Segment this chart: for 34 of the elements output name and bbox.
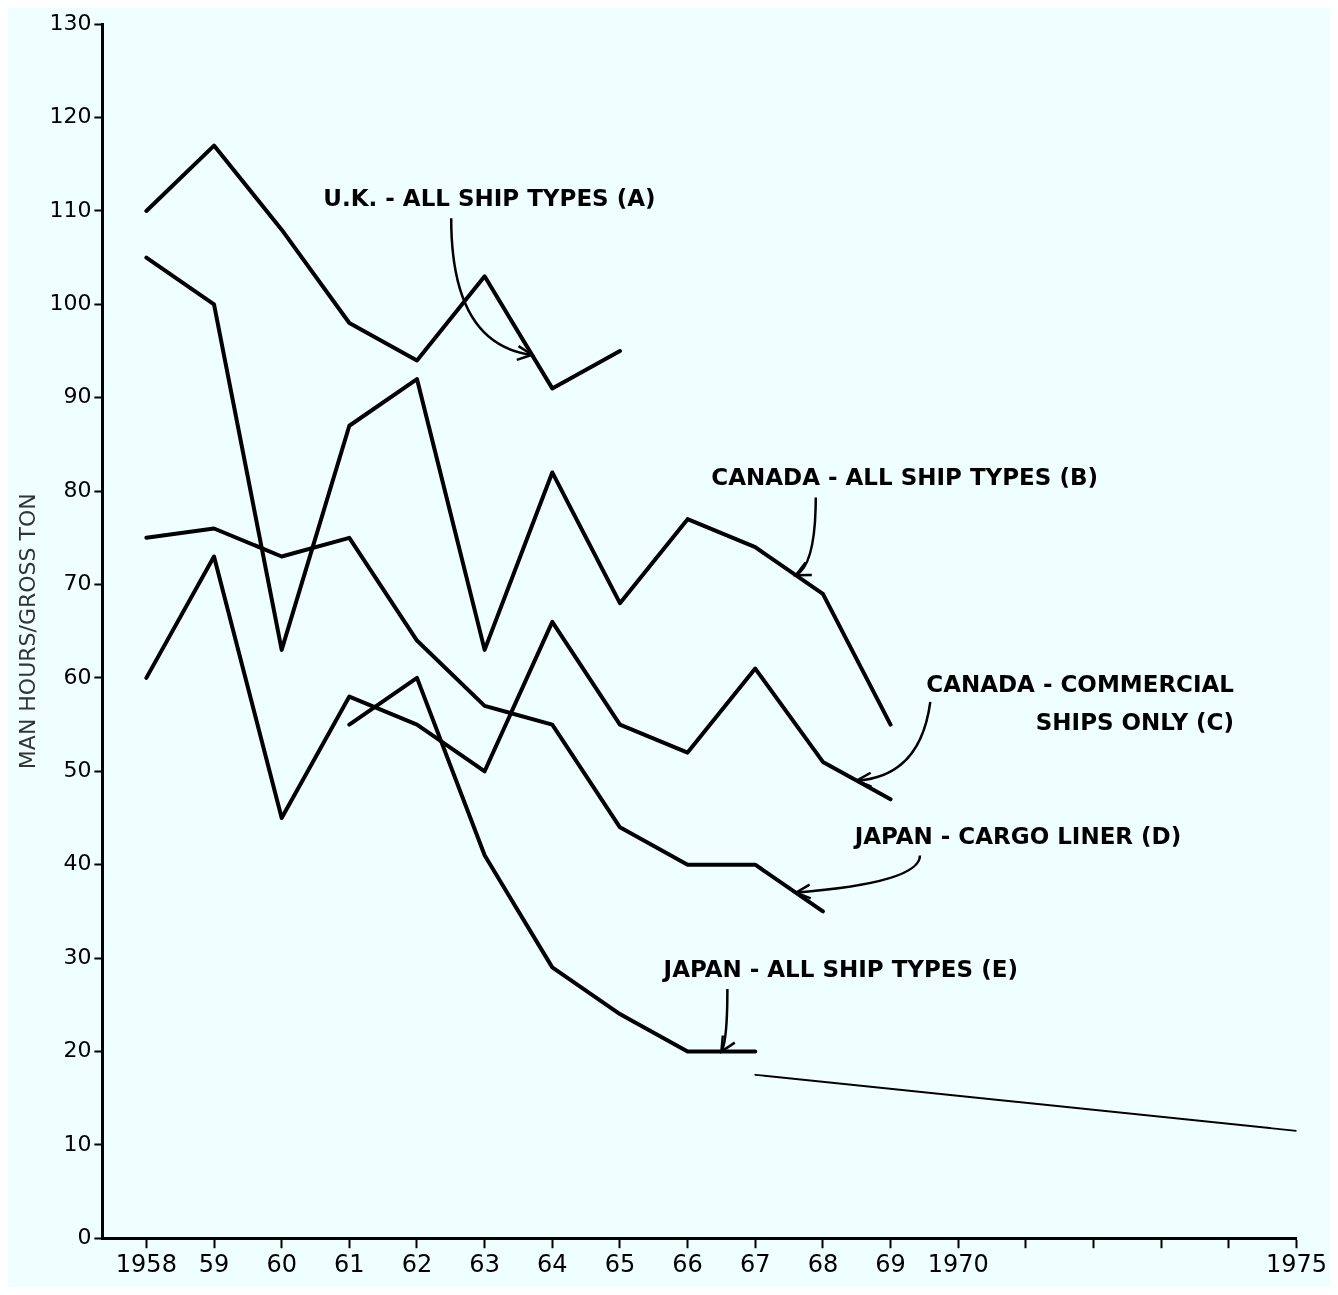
y-tick-label: 110 xyxy=(49,196,92,222)
y-tick-label: 120 xyxy=(49,103,92,129)
x-tick-label: 59 xyxy=(198,1249,230,1278)
series-label: U.K. - ALL SHIP TYPES (A) xyxy=(323,185,656,212)
x-tick-label: 68 xyxy=(807,1249,839,1278)
x-tick-label: 65 xyxy=(604,1249,636,1278)
x-tick-label: 1958 xyxy=(115,1249,177,1278)
y-tick-label: 50 xyxy=(63,757,92,782)
x-tick-label: 67 xyxy=(739,1249,771,1278)
y-tick-label: 30 xyxy=(63,943,92,969)
y-tick-label: 0 xyxy=(77,1223,92,1249)
y-tick-label: 10 xyxy=(63,1130,92,1156)
x-tick-label: 1975 xyxy=(1265,1249,1327,1278)
text: JAPAN - CARGO LINER (D) xyxy=(852,822,1182,849)
y-tick-label: 40 xyxy=(63,850,92,876)
x-tick-label: 62 xyxy=(401,1249,433,1278)
x-tick-label: 60 xyxy=(266,1249,297,1278)
series-label: CANADA - ALL SHIP TYPES (B) xyxy=(711,464,1098,491)
x-tick-label: 1970 xyxy=(927,1249,989,1278)
y-tick-label: 90 xyxy=(63,383,92,409)
y-tick-label: 70 xyxy=(63,570,92,596)
y-tick-label: 100 xyxy=(49,290,92,316)
y-axis-title: MAN HOURS/GROSS TON xyxy=(14,493,40,770)
y-tick-label: 80 xyxy=(63,476,92,502)
x-tick-label: 61 xyxy=(334,1249,365,1278)
y-tick-label: 20 xyxy=(63,1037,92,1063)
x-tick-label: 66 xyxy=(672,1249,703,1278)
x-tick-label: 63 xyxy=(469,1249,500,1278)
x-tick-label: 64 xyxy=(537,1249,568,1278)
x-tick-label: 69 xyxy=(875,1249,906,1278)
text: CANADA - COMMERCIAL SHIPS ONLY (C) xyxy=(926,670,1235,735)
y-tick-label: 130 xyxy=(49,9,92,35)
y-tick-label: 60 xyxy=(63,663,92,689)
text: JAPAN - ALL SHIP TYPES (E) xyxy=(661,956,1018,983)
